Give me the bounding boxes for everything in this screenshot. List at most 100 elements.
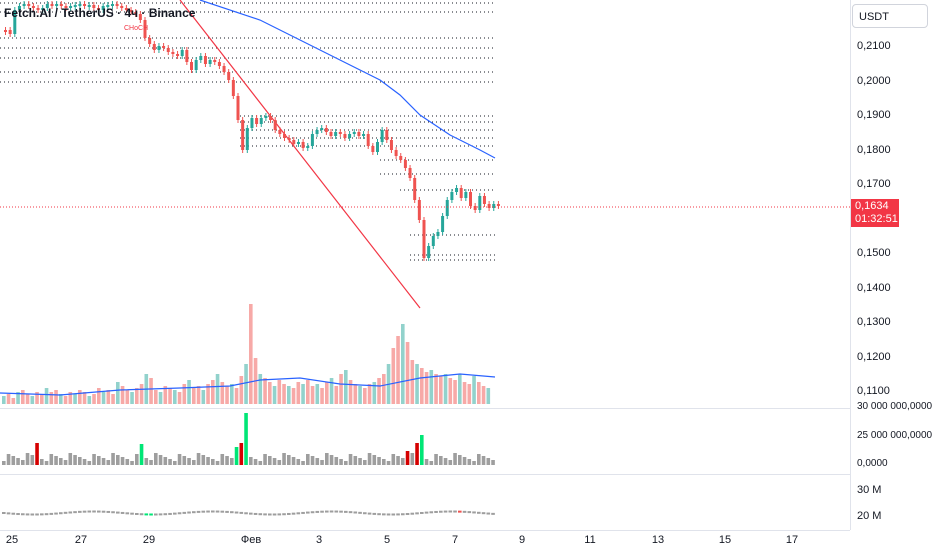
- histogram-bar: [453, 453, 457, 465]
- candle-body: [78, 4, 82, 6]
- indicator-bar: [163, 513, 168, 516]
- indicator-bar: [377, 513, 381, 516]
- indicator-bar: [477, 511, 481, 514]
- histogram-bar: [16, 458, 20, 465]
- indicator-bar: [21, 513, 25, 516]
- candle-body: [473, 206, 477, 210]
- time-tick: 27: [74, 534, 88, 546]
- histogram-bar: [363, 460, 367, 465]
- volume-bar: [215, 374, 220, 404]
- indicator-bar: [211, 510, 215, 513]
- candle-body: [45, 4, 49, 8]
- volume-bar: [101, 392, 106, 404]
- volume-ma-line: [0, 373, 496, 396]
- indicator-bar: [149, 513, 153, 516]
- price-chart[interactable]: [0, 0, 850, 530]
- indicator-bar: [239, 511, 244, 514]
- price-tick: 0,1700: [857, 178, 891, 190]
- histogram-bar: [149, 460, 153, 465]
- horizontal-levels: [0, 2, 495, 261]
- indicator-bar: [40, 513, 44, 516]
- indicator-bar: [424, 511, 429, 514]
- price-scale[interactable]: USDT 0,2100 0,2000 0,1900 0,1800 0,1700 …: [850, 0, 932, 530]
- volume-bar: [40, 394, 44, 404]
- indicator-bar: [106, 510, 111, 513]
- histogram-bar: [201, 455, 206, 465]
- volume-bar: [87, 396, 92, 404]
- volume-bar: [296, 382, 301, 404]
- indicator-bar: [220, 510, 225, 513]
- volume-bar: [277, 380, 282, 404]
- histogram-bar: [344, 461, 348, 465]
- volume-bar: [154, 390, 158, 404]
- indicator-bar: [372, 512, 377, 515]
- candle-body: [203, 56, 207, 64]
- histogram-bar: [63, 460, 68, 465]
- volume-bar: [239, 376, 244, 404]
- volume-bar: [244, 364, 248, 404]
- volume-bar: [263, 378, 267, 404]
- currency-selector[interactable]: USDT: [852, 4, 928, 28]
- volume-bar: [2, 396, 6, 404]
- histogram-bar: [168, 459, 172, 465]
- histogram-bar: [415, 443, 419, 465]
- histogram-bar: [367, 453, 372, 465]
- histogram-bar: [234, 447, 239, 465]
- indicator-bar: [325, 510, 329, 513]
- volume-bar: [320, 388, 324, 404]
- histogram-bar: [97, 456, 101, 465]
- indicator-bar: [367, 512, 372, 515]
- candle-body: [83, 4, 87, 6]
- time-axis[interactable]: 25 27 29 Фев 3 5 7 9 11 13 15 17: [0, 530, 850, 551]
- candle-body: [324, 128, 328, 132]
- candle-body: [417, 200, 421, 220]
- indicator-bar: [192, 511, 196, 514]
- indicator-bar: [11, 512, 16, 515]
- volume-bar: [130, 392, 134, 404]
- candle-body: [287, 138, 291, 140]
- histogram-bar: [92, 454, 96, 465]
- indicator-bar: [258, 513, 263, 516]
- indicator-bar: [348, 511, 353, 514]
- indicator-bar: [2, 512, 6, 514]
- candle-body: [236, 96, 240, 120]
- indicator-bar: [30, 513, 35, 516]
- volume-bar: [353, 384, 358, 404]
- histogram-bar: [282, 453, 286, 465]
- candle-body: [41, 8, 45, 10]
- histogram-bar: [196, 453, 201, 465]
- candle-body: [50, 4, 54, 6]
- volume-bar: [401, 324, 405, 404]
- candle-body: [259, 118, 263, 124]
- volume-bar: [196, 386, 201, 404]
- histogram-bar: [372, 455, 377, 465]
- indicator-bar: [206, 510, 210, 513]
- pane-separator[interactable]: [0, 408, 850, 409]
- indicator-bar: [253, 512, 258, 515]
- histogram-bar: [358, 458, 362, 465]
- pane-separator[interactable]: [0, 474, 850, 475]
- candle-body: [115, 4, 119, 6]
- indicator-bar: [73, 511, 77, 514]
- candle-body: [445, 200, 449, 216]
- volume-bar: [206, 384, 210, 404]
- indicator-bar: [168, 512, 172, 515]
- indicator-bar: [306, 511, 310, 514]
- candle-body: [241, 120, 245, 150]
- indicator-bar: [415, 512, 419, 515]
- symbol-title[interactable]: Fetch.AI / TetherUS · 4ч · Binance: [4, 6, 196, 20]
- volume-bar: [249, 304, 253, 404]
- price-tick: 0,1100: [857, 385, 890, 397]
- indicator-bar: [268, 513, 272, 516]
- indicator-bar: [263, 513, 267, 516]
- histogram-bar: [106, 460, 111, 465]
- indicator-bar: [215, 510, 220, 513]
- candle-body: [73, 5, 77, 7]
- indicator-bar: [225, 510, 229, 513]
- trendline[interactable]: [179, 0, 421, 309]
- indicator-bar: [467, 511, 472, 514]
- candle-body: [87, 5, 91, 7]
- candle-body: [124, 8, 128, 10]
- volume-bar: [358, 386, 362, 404]
- histogram-bar: [310, 456, 315, 465]
